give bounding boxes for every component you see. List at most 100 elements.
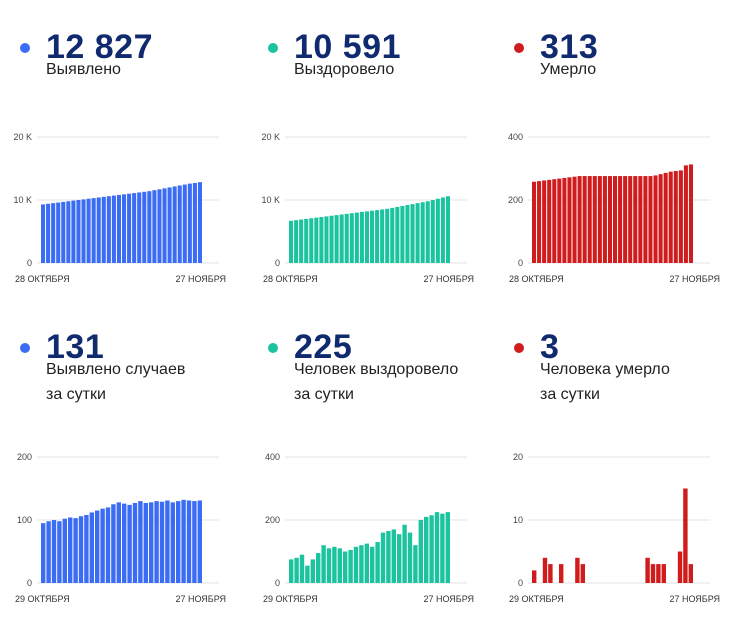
bar [95,510,100,583]
bar [678,170,683,263]
y-tick-label: 20 K [261,132,280,142]
bar [172,186,177,263]
bar [116,502,121,583]
stat-panel: 10 591 Выздоровело 0 10 K 20 K 28 ОКТЯБРЯ 27 Н… [248,0,496,300]
stat-value: 225 [294,328,353,366]
bar [430,200,435,263]
bar [587,176,592,263]
x-tick-label-end: 27 НОЯБРЯ [423,274,474,284]
bar-chart: 0 100 200 29 ОКТЯБРЯ 27 НОЯБРЯ [15,452,226,604]
x-tick-label-end: 27 НОЯБРЯ [423,594,474,604]
y-tick-label: 400 [508,132,523,142]
bar [424,516,429,583]
y-tick-label: 0 [518,578,523,588]
stat-label-line: за сутки [540,386,600,403]
bar [648,176,653,263]
y-tick-label: 10 K [13,195,32,205]
stat-label: Выздоровело [294,57,394,82]
bar [364,211,369,263]
bar [167,187,172,263]
bar [572,176,577,263]
bar [344,213,349,263]
bar [410,204,415,263]
bar [149,502,154,583]
legend-dot-icon [268,342,278,353]
legend-dot-icon [20,42,30,53]
bar [100,508,105,583]
x-tick-label-start: 29 ОКТЯБРЯ [263,594,318,604]
bar [575,557,580,583]
bar [413,545,418,583]
bar [132,502,138,583]
legend-dot-icon [514,342,524,353]
bar [434,512,440,583]
bar [380,532,386,583]
bar [532,570,537,583]
bar [688,164,693,263]
x-tick-label-start: 29 ОКТЯБРЯ [509,594,564,604]
bar [165,500,170,583]
y-tick-label: 100 [17,515,32,525]
bar [567,177,572,263]
bar [41,523,46,583]
bar [84,514,89,583]
legend-dot-icon [514,42,524,53]
bar [176,501,181,583]
bar [354,212,359,263]
bar [324,216,329,263]
bar [623,176,628,263]
bar [152,190,157,263]
bar [41,204,46,263]
x-tick-label-start: 28 ОКТЯБРЯ [509,274,564,284]
bar [310,559,315,583]
bar [96,197,101,263]
bar [111,195,116,263]
bar [127,504,132,583]
bar [66,201,71,263]
stat-label-line: Человека умерло [540,361,670,378]
bar [557,178,562,263]
bar [56,202,61,263]
bar [415,203,420,263]
bar [57,521,62,583]
bar [89,512,94,583]
bar [375,210,380,263]
bar [111,504,116,583]
bar [299,554,305,583]
stat-panel: 12 827 Выявлено 0 10 K 20 K 28 ОКТЯБРЯ 27 НОЯБ… [0,0,248,300]
bar [407,532,413,583]
bar [683,165,688,263]
bar [86,198,91,263]
bar [186,500,192,583]
bar [435,198,440,263]
bar [309,218,314,263]
bar [197,500,202,583]
bar [542,557,548,583]
stat-header: 12 827 [20,28,153,67]
bar [332,546,337,583]
bar [157,189,162,263]
bar [385,208,390,263]
stat-panel: 3 Человека умерло за сутки 0 10 20 29 ОКТЯБРЯ 2… [494,300,742,604]
y-tick-label: 200 [265,515,280,525]
bar [51,203,56,263]
legend-dot-icon [20,342,30,353]
bar [289,220,294,263]
bar [643,176,648,263]
bar [61,201,66,263]
y-tick-label: 400 [265,452,280,462]
y-tick-label: 20 [513,452,523,462]
bar [294,220,299,263]
bar [138,501,143,583]
bar [628,176,633,263]
bar [562,177,567,263]
bar [580,564,585,583]
legend-dot-icon [268,42,278,53]
bar [299,219,304,263]
bar [673,171,678,263]
bar [334,215,339,263]
bar [51,520,57,583]
stat-value: 12 827 [46,28,153,66]
bar [577,176,582,263]
bar [375,542,380,583]
